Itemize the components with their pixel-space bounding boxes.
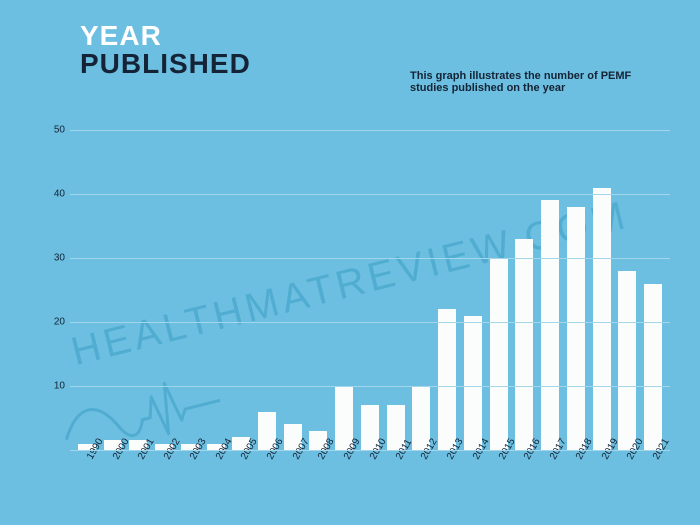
bar-slot: 2013	[434, 130, 460, 450]
bar	[464, 316, 482, 450]
bar-slot: 2011	[383, 130, 409, 450]
title-block: YEAR PUBLISHED	[80, 22, 251, 78]
title-line1: YEAR	[80, 22, 251, 50]
bar-slot: 2001	[125, 130, 151, 450]
gridline	[70, 450, 670, 451]
bar	[490, 258, 508, 450]
ytick-label: 30	[40, 253, 65, 264]
bar-slot: 2019	[589, 130, 615, 450]
bar-slot: 2008	[306, 130, 332, 450]
gridline	[70, 386, 670, 387]
bar	[541, 200, 559, 450]
ytick-label: 50	[40, 125, 65, 136]
ytick-label: 20	[40, 317, 65, 328]
bar-slot: 2004	[203, 130, 229, 450]
bar	[618, 271, 636, 450]
bar-slot: 2005	[228, 130, 254, 450]
gridline	[70, 194, 670, 195]
chart-canvas: YEAR PUBLISHED This graph illustrates th…	[0, 0, 700, 525]
bar-slot: 2010	[357, 130, 383, 450]
chart-plot-area: 1990200020012002200320042005200620072008…	[70, 130, 670, 450]
bar-slot: 2015	[486, 130, 512, 450]
bar-slot: 2009	[331, 130, 357, 450]
bar	[438, 309, 456, 450]
bar-slot: 2012	[409, 130, 435, 450]
ytick-label: 10	[40, 381, 65, 392]
bar-slot: 2017	[537, 130, 563, 450]
bar	[567, 207, 585, 450]
bar-slot: 2021	[640, 130, 666, 450]
gridline	[70, 322, 670, 323]
bar-slot: 2018	[563, 130, 589, 450]
ytick-label: 40	[40, 189, 65, 200]
bar-slot: 2006	[254, 130, 280, 450]
bar	[593, 188, 611, 450]
title-line2: PUBLISHED	[80, 50, 251, 78]
gridline	[70, 258, 670, 259]
bars-container: 1990200020012002200320042005200620072008…	[70, 130, 670, 450]
gridline	[70, 130, 670, 131]
bar	[515, 239, 533, 450]
bar-slot: 2003	[177, 130, 203, 450]
bar	[644, 284, 662, 450]
bar-slot: 2014	[460, 130, 486, 450]
bar-slot: 2000	[100, 130, 126, 450]
subtitle: This graph illustrates the number of PEM…	[410, 70, 670, 94]
bar-slot: 2020	[614, 130, 640, 450]
bar-slot: 1990	[74, 130, 100, 450]
bar-slot: 2007	[280, 130, 306, 450]
bar-slot: 2016	[511, 130, 537, 450]
bar-slot: 2002	[151, 130, 177, 450]
